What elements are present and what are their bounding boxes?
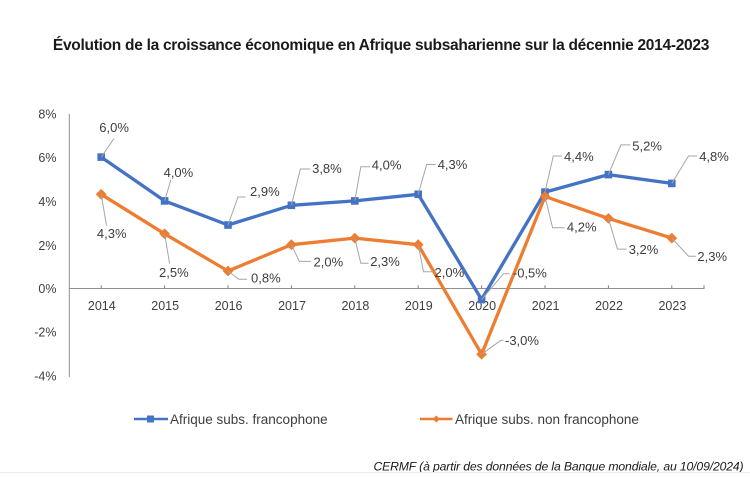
svg-text:2022: 2022 bbox=[595, 299, 623, 313]
svg-text:4,0%: 4,0% bbox=[164, 165, 194, 180]
svg-text:Afrique subs. non francophone: Afrique subs. non francophone bbox=[455, 412, 639, 427]
svg-text:4,2%: 4,2% bbox=[567, 220, 597, 235]
svg-text:2023: 2023 bbox=[658, 299, 686, 313]
svg-text:8%: 8% bbox=[38, 107, 56, 121]
svg-text:2021: 2021 bbox=[532, 299, 560, 313]
svg-text:2017: 2017 bbox=[278, 299, 306, 313]
svg-text:2016: 2016 bbox=[215, 299, 243, 313]
svg-text:3,8%: 3,8% bbox=[312, 161, 342, 176]
svg-text:4,3%: 4,3% bbox=[97, 226, 127, 241]
svg-text:2015: 2015 bbox=[151, 299, 179, 313]
svg-text:Afrique subs. francophone: Afrique subs. francophone bbox=[170, 412, 328, 427]
svg-text:-4%: -4% bbox=[34, 370, 56, 384]
svg-text:2019: 2019 bbox=[405, 299, 433, 313]
svg-text:2,3%: 2,3% bbox=[370, 254, 400, 269]
svg-text:-2%: -2% bbox=[34, 326, 56, 340]
svg-text:0%: 0% bbox=[38, 282, 56, 296]
svg-text:2%: 2% bbox=[38, 239, 56, 253]
svg-text:2014: 2014 bbox=[88, 299, 116, 313]
svg-text:2020: 2020 bbox=[468, 299, 496, 313]
svg-text:4,3%: 4,3% bbox=[438, 157, 468, 172]
svg-text:6%: 6% bbox=[38, 151, 56, 165]
svg-text:0,8%: 0,8% bbox=[251, 271, 281, 286]
svg-text:-0,5%: -0,5% bbox=[513, 266, 547, 281]
svg-text:6,0%: 6,0% bbox=[99, 120, 129, 135]
svg-text:2,5%: 2,5% bbox=[159, 265, 189, 280]
svg-text:4,4%: 4,4% bbox=[564, 149, 594, 164]
svg-text:2,3%: 2,3% bbox=[697, 249, 727, 264]
svg-text:4,0%: 4,0% bbox=[372, 158, 402, 173]
svg-text:2,9%: 2,9% bbox=[250, 184, 280, 199]
svg-text:4%: 4% bbox=[38, 195, 56, 209]
svg-text:2,0%: 2,0% bbox=[314, 255, 344, 270]
svg-text:3,2%: 3,2% bbox=[629, 242, 659, 257]
svg-text:5,2%: 5,2% bbox=[632, 139, 662, 154]
svg-text:-3,0%: -3,0% bbox=[505, 333, 539, 348]
svg-text:2018: 2018 bbox=[341, 299, 369, 313]
svg-text:2,0%: 2,0% bbox=[435, 265, 465, 280]
svg-text:4,8%: 4,8% bbox=[699, 149, 729, 164]
svg-text:Évolution de la croissance éco: Évolution de la croissance économique en… bbox=[53, 37, 710, 54]
svg-text:CERMF (à partir des données de: CERMF (à partir des données de la Banque… bbox=[373, 460, 743, 474]
